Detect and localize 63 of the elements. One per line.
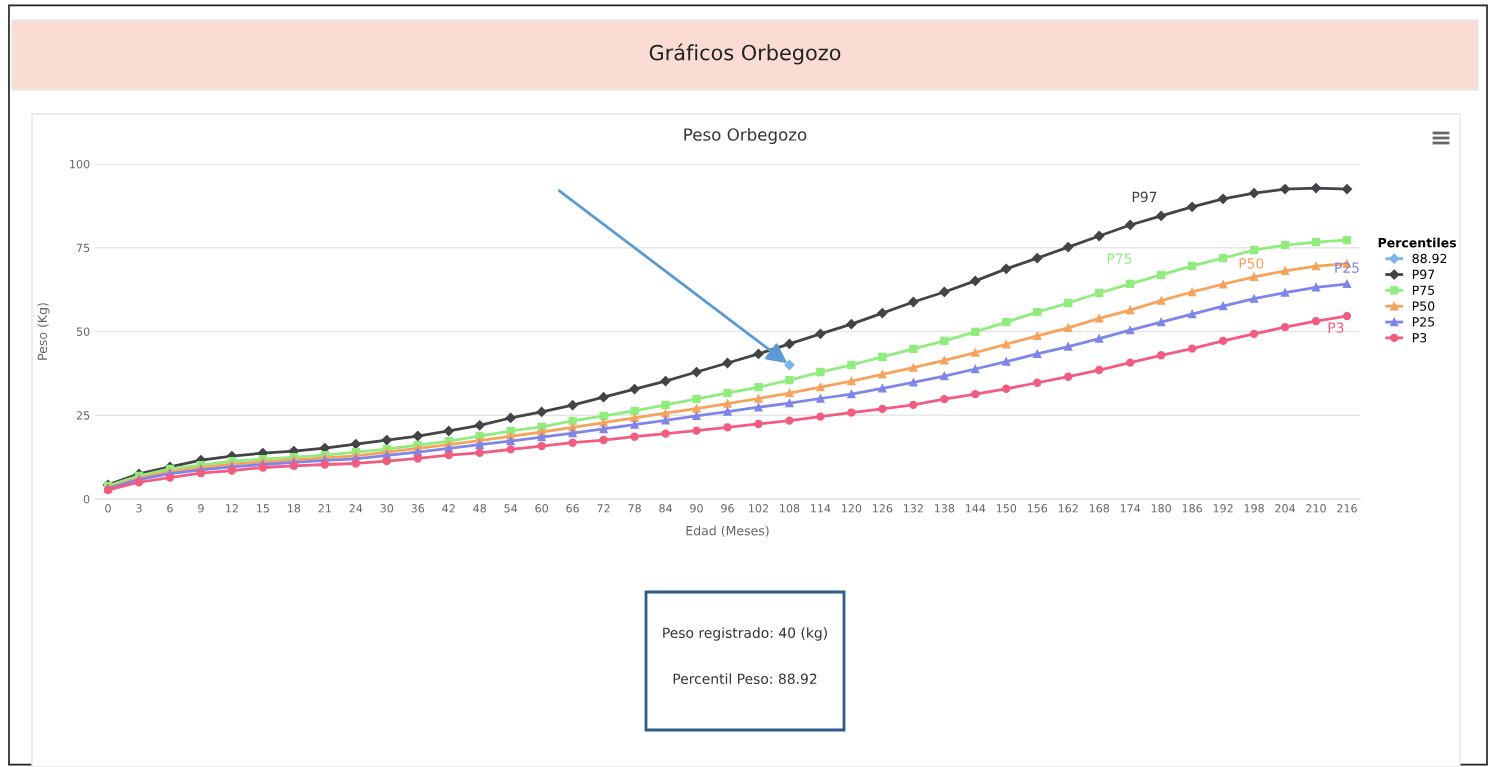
x-tick-label: 66 xyxy=(566,504,579,513)
legend-label: P50 xyxy=(1412,301,1435,311)
chart-title: Gráficos Orbegozo xyxy=(649,43,841,65)
x-tick-label: 72 xyxy=(597,504,610,513)
x-tick-label: 102 xyxy=(749,504,768,513)
x-tick-label: 18 xyxy=(288,504,301,513)
x-tick-label: 60 xyxy=(535,504,548,513)
x-tick-label: 48 xyxy=(473,504,487,513)
x-tick-label: 210 xyxy=(1306,504,1326,513)
x-tick-label: 9 xyxy=(198,504,204,513)
x-tick-label: 108 xyxy=(780,504,800,513)
legend-title: Percentiles xyxy=(1378,237,1457,248)
x-tick-label: 42 xyxy=(442,504,455,513)
x-axis-title: Edad (Meses) xyxy=(686,525,769,537)
x-tick-label: 84 xyxy=(659,504,672,513)
x-tick-label: 24 xyxy=(349,504,363,513)
x-tick-label: 126 xyxy=(872,504,893,513)
x-tick-label: 174 xyxy=(1120,504,1141,513)
y-tick-label: 100 xyxy=(70,159,90,169)
x-tick-label: 132 xyxy=(903,504,923,513)
x-tick-label: 12 xyxy=(226,504,238,513)
y-tick-label: 25 xyxy=(76,411,90,420)
x-tick-label: 78 xyxy=(628,504,641,513)
x-tick-label: 144 xyxy=(965,504,986,513)
x-tick-label: 168 xyxy=(1089,504,1110,513)
text: P50 xyxy=(1239,258,1264,269)
x-tick-label: 15 xyxy=(257,504,269,513)
x-tick-label: 30 xyxy=(380,504,394,513)
x-tick-label: 36 xyxy=(411,504,425,513)
x-tick-label: 162 xyxy=(1058,504,1078,513)
text: Peso registrado: 40 (kg) xyxy=(663,627,827,641)
x-tick-label: 204 xyxy=(1275,504,1296,513)
y-tick-label: 50 xyxy=(76,327,90,336)
x-tick-label: 21 xyxy=(318,504,331,513)
x-tick-label: 0 xyxy=(105,504,111,513)
y-tick-label: 75 xyxy=(76,243,90,253)
x-tick-label: 192 xyxy=(1213,504,1233,513)
text: P3 xyxy=(1328,322,1344,333)
y-axis-title: Peso (Kg) xyxy=(37,303,50,360)
legend-label: 88.92 xyxy=(1412,253,1447,264)
text: P75 xyxy=(1107,253,1132,264)
x-tick-label: 150 xyxy=(996,504,1017,513)
text: P97 xyxy=(1132,191,1157,203)
x-tick-label: 180 xyxy=(1151,504,1172,513)
legend-label: P3 xyxy=(1412,333,1427,343)
x-tick-label: 54 xyxy=(504,504,518,513)
y-tick-label: 0 xyxy=(83,494,90,504)
x-tick-label: 120 xyxy=(842,504,862,513)
x-tick-label: 3 xyxy=(136,504,142,513)
legend-label: P75 xyxy=(1412,285,1435,295)
x-tick-label: 96 xyxy=(721,504,734,513)
x-tick-label: 90 xyxy=(690,504,703,513)
x-tick-label: 156 xyxy=(1027,504,1048,513)
x-tick-label: 114 xyxy=(811,504,831,513)
x-tick-label: 216 xyxy=(1337,504,1357,513)
x-tick-label: 138 xyxy=(934,504,955,513)
x-tick-label: 186 xyxy=(1182,504,1203,513)
x-tick-label: 198 xyxy=(1244,504,1264,513)
legend-label: P97 xyxy=(1412,269,1435,280)
legend-label: P25 xyxy=(1412,317,1435,327)
text: Percentil Peso: 88.92 xyxy=(673,673,817,685)
chart-subtitle: Peso Orbegozo xyxy=(684,127,807,145)
x-tick-label: 6 xyxy=(167,504,173,513)
